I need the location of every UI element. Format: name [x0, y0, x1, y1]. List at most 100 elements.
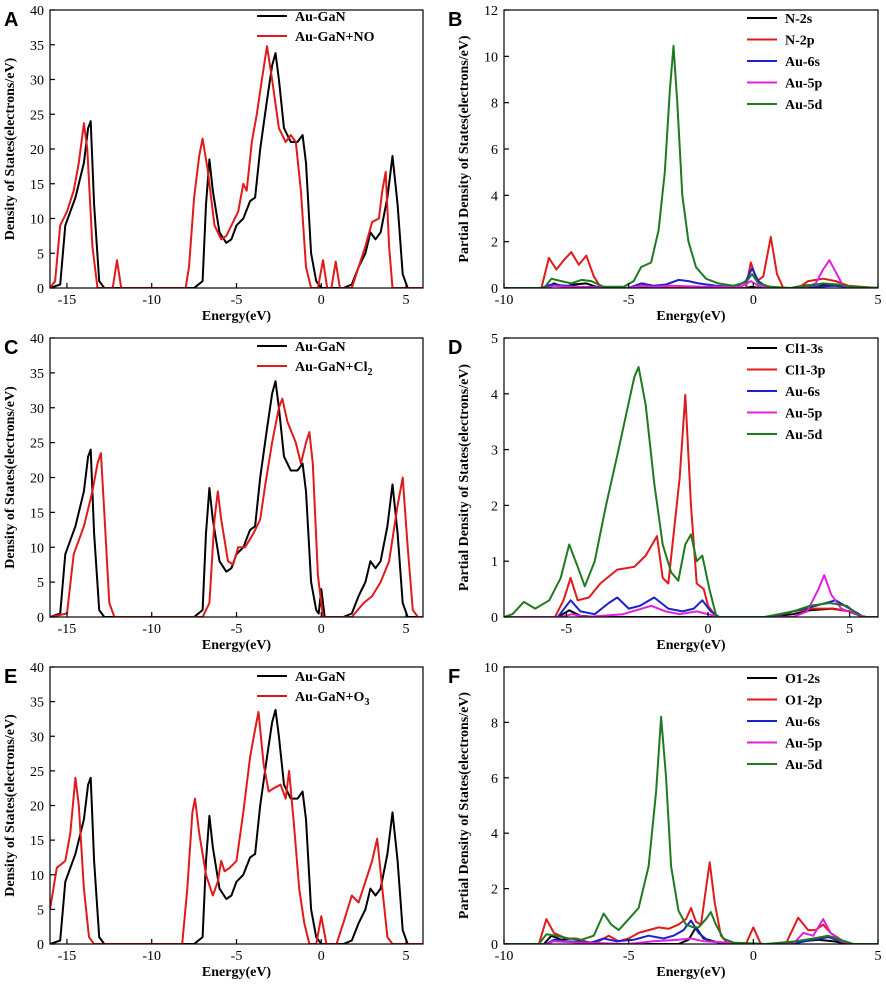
- legend-label: Au-6s: [785, 715, 821, 730]
- y-tick-label: 2: [491, 883, 498, 898]
- y-tick-label: 20: [30, 800, 44, 815]
- legend: O1-2s O1-2p Au-6s Au-5p Au-5d: [747, 672, 823, 773]
- y-axis-title: Density of States(electrons/eV): [3, 714, 18, 897]
- y-tick-label: 0: [491, 282, 498, 297]
- x-tick-label: -5: [623, 293, 635, 308]
- series-line-au-gan: [50, 708, 423, 944]
- y-tick-label: 30: [30, 730, 44, 745]
- panel-letter: E: [4, 666, 17, 688]
- y-tick-label: 35: [30, 696, 44, 711]
- x-tick-label: -15: [58, 622, 77, 637]
- x-tick-label: 5: [875, 949, 882, 964]
- plot-frame: [503, 337, 879, 618]
- legend-label: Au-5p: [785, 407, 823, 422]
- y-tick-label: 4: [491, 827, 498, 842]
- y-tick-label: 6: [491, 772, 498, 787]
- y-tick-label: 3: [491, 444, 498, 459]
- series-line-au-gan: [50, 380, 423, 617]
- x-tick-label: -5: [231, 293, 243, 308]
- y-tick-label: 10: [484, 50, 498, 65]
- y-tick-label: 35: [30, 367, 44, 382]
- plot-frame: [503, 9, 879, 289]
- x-tick-label: -5: [231, 949, 243, 964]
- legend-label: Au-5p: [785, 737, 823, 752]
- legend-label: N-2s: [785, 12, 813, 27]
- x-axis-title: Energy(eV): [202, 965, 272, 980]
- legend: Au-GaN Au-GaN+NO: [257, 10, 375, 45]
- y-tick-label: 5: [37, 903, 44, 918]
- y-tick-label: 8: [491, 716, 498, 731]
- legend-label: Au-GaN: [295, 670, 346, 685]
- y-tick-label: 25: [30, 108, 44, 123]
- y-tick-label: 40: [30, 661, 44, 676]
- y-tick-label: 1: [491, 555, 498, 570]
- panel-letter: F: [448, 666, 460, 688]
- y-axis-title: Partial Density of States(electrons/eV): [457, 364, 472, 592]
- panel-e: -15 -10 -5 0 5 0 5 10 15 20 25 30 35 40 Energy(eV) Dens…: [3, 661, 424, 980]
- x-tick-label: -10: [142, 622, 161, 637]
- x-axis-title: Energy(eV): [656, 965, 726, 980]
- x-tick-label: 5: [403, 293, 410, 308]
- series-line-au-gan: [50, 52, 423, 288]
- legend: Cl1-3s Cl1-3p Au-6s Au-5p Au-5d: [747, 342, 826, 443]
- panel-b: -10 -5 0 5 0 2 4 6 8 10 12 Energy(eV) Partial Densit…: [448, 4, 882, 324]
- legend-label: Cl1-3p: [785, 364, 826, 379]
- y-tick-label: 20: [30, 143, 44, 158]
- series-line-n-2p: [504, 236, 878, 288]
- y-axis-title: Partial Density of States(electrons/eV): [457, 692, 472, 920]
- x-tick-label: 5: [403, 949, 410, 964]
- x-tick-label: 0: [318, 949, 325, 964]
- series-line-au-5p: [504, 574, 878, 617]
- x-tick-label: -15: [58, 949, 77, 964]
- y-tick-label: 0: [491, 611, 498, 626]
- legend-label: Au-5d: [785, 758, 823, 773]
- y-tick-label: 25: [30, 765, 44, 780]
- legend: N-2s N-2p Au-6s Au-5p Au-5d: [747, 12, 823, 113]
- y-axis-title: Density of States(electrons/eV): [3, 57, 18, 240]
- series-line-o1-2p: [504, 861, 878, 944]
- x-tick-label: -10: [495, 293, 514, 308]
- y-tick-label: 30: [30, 74, 44, 89]
- y-tick-label: 0: [37, 611, 44, 626]
- y-tick-label: 15: [30, 834, 44, 849]
- x-tick-label: -5: [231, 622, 243, 637]
- x-tick-label: -10: [495, 949, 514, 964]
- x-tick-label: -5: [623, 949, 635, 964]
- legend-label: Au-6s: [785, 385, 821, 400]
- y-tick-label: 5: [37, 247, 44, 262]
- y-tick-label: 2: [491, 236, 498, 251]
- x-tick-label: 0: [318, 622, 325, 637]
- panel-letter: D: [448, 337, 462, 359]
- legend: Au-GaN Au-GaN+O3: [257, 670, 369, 708]
- panel-d: -5 0 5 0 1 2 3 4 5 Energy(eV) Partial Density of S…: [448, 332, 879, 653]
- y-tick-label: 10: [30, 213, 44, 228]
- legend-label: Au-GaN: [295, 340, 346, 355]
- series-line-au-5d: [504, 366, 878, 617]
- y-tick-label: 0: [37, 282, 44, 297]
- legend: Au-GaN Au-GaN+Cl2: [257, 340, 373, 378]
- panel-letter: A: [4, 9, 18, 31]
- x-tick-label: 5: [875, 293, 882, 308]
- y-tick-label: 8: [491, 97, 498, 112]
- y-tick-label: 10: [484, 661, 498, 676]
- y-tick-label: 2: [491, 499, 498, 514]
- y-tick-label: 40: [30, 332, 44, 347]
- y-tick-label: 0: [491, 938, 498, 953]
- series-line-au-gan-o-: [50, 711, 423, 944]
- x-tick-label: 5: [846, 622, 853, 637]
- series-line-au-5p: [504, 259, 878, 288]
- x-axis-title: Energy(eV): [656, 309, 726, 324]
- legend-label: N-2p: [785, 34, 815, 49]
- y-tick-label: 5: [491, 332, 498, 347]
- y-tick-label: 4: [491, 189, 498, 204]
- x-tick-label: 0: [705, 622, 712, 637]
- legend-label: Au-GaN+NO: [295, 30, 375, 45]
- series-line-au-5p: [504, 918, 878, 944]
- legend-label: Au-GaN: [295, 10, 346, 25]
- x-tick-label: 0: [318, 293, 325, 308]
- series-line-au-gan-no: [50, 45, 423, 288]
- y-tick-label: 10: [30, 869, 44, 884]
- legend-label: O1-2p: [785, 694, 823, 709]
- legend-label: Au-6s: [785, 55, 821, 70]
- legend-label: Au-5d: [785, 98, 823, 113]
